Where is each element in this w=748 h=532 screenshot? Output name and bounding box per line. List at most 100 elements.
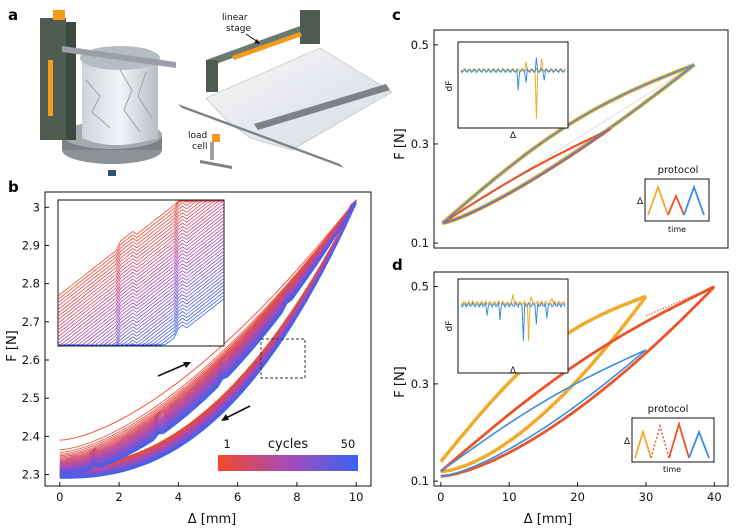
d-protocol-orange	[668, 420, 690, 459]
panel-d: d 0.10.30.5 0 10 20 30 40 F [N] Δ [mm] dF Δ …	[392, 256, 729, 527]
d-protocol-yellow	[634, 428, 652, 459]
loading-curve	[440, 349, 647, 473]
plot-b-frame	[44, 191, 372, 487]
loading-curve	[439, 285, 715, 473]
d-protocol-title: protocol	[648, 404, 689, 415]
xtick-label: 30	[639, 490, 654, 504]
zoom-cycle-curve	[57, 200, 224, 314]
linear-stage-rail	[206, 26, 310, 64]
panel-label-a: a	[8, 6, 18, 24]
zoom-cycle-curve	[57, 200, 224, 307]
colorbar-max: 50	[341, 437, 356, 451]
xtick-label: 20	[570, 490, 585, 504]
d-inset-xlabel: Δ	[510, 366, 517, 376]
xtick-label: 10	[349, 490, 364, 504]
unloading-curve	[440, 285, 716, 478]
plot-d-xlabel: Δ [mm]	[524, 512, 573, 527]
xtick-label: 10	[502, 490, 517, 504]
zoom-cycle-curve	[58, 298, 225, 346]
d-inset-ylabel: dF	[445, 321, 455, 332]
cycle-loading-curve	[59, 199, 357, 453]
zoom-cycle-curve	[57, 200, 224, 310]
xtick-label: 0	[56, 490, 63, 504]
c-protocol-title: protocol	[658, 165, 699, 176]
d-protocol-xlabel: time	[663, 465, 681, 474]
cycle-loading-curve	[59, 199, 357, 451]
zoom-cycle-curve	[57, 206, 225, 338]
zoom-region-box	[260, 338, 306, 379]
ytick-label: 3	[33, 200, 40, 214]
zoom-cycle-curve	[57, 200, 224, 324]
d-protocol-blue	[688, 429, 710, 459]
crumple-lines	[85, 69, 153, 133]
arrow-indicator	[48, 60, 53, 116]
xtick-label: 0	[437, 490, 444, 504]
zoom-cycle-curve	[58, 230, 225, 346]
panel-label-c: c	[392, 6, 401, 24]
dotted-extension	[645, 286, 715, 317]
ytick-label: 0.1	[411, 474, 429, 488]
panel-b: b 2.3 2.4 2.5 2.6 2.7 2.8 2.9 3 0 2 4 6 8 10 F [N] Δ…	[5, 178, 372, 527]
zoom-cycle-curve	[58, 233, 225, 346]
stage-post-left	[206, 60, 218, 92]
c-protocol-ylabel: Δ	[637, 197, 644, 207]
plot-c-ylabel: F [N]	[393, 128, 408, 159]
ytick-label: 0.1	[411, 236, 429, 250]
plot-c-dF-inset	[457, 41, 569, 129]
dF-trace	[460, 301, 566, 341]
ytick-label: 2.4	[22, 429, 40, 443]
unloading-curve	[442, 64, 695, 224]
zoom-cycle-curve	[57, 216, 225, 346]
d-protocol-orange-dashed	[650, 423, 670, 459]
ytick-label: 2.6	[22, 353, 40, 367]
zoom-cycle-curve	[57, 200, 225, 331]
c-protocol-blue	[683, 184, 705, 216]
dF-trace	[460, 57, 566, 91]
c-protocol-yellow	[647, 184, 669, 216]
paper-sheet	[205, 47, 393, 151]
ytick-label: 2.3	[22, 468, 40, 482]
unloading-arrow	[221, 405, 251, 421]
zoom-cycle-curve	[57, 200, 224, 327]
motor	[53, 10, 65, 20]
xtick-label: 6	[234, 490, 241, 504]
xtick-label: 8	[293, 490, 300, 504]
panel-label-b: b	[8, 178, 19, 196]
base-block	[108, 170, 116, 176]
load-cell	[212, 134, 220, 142]
ytick-label: 2.9	[22, 238, 40, 252]
zoom-cycle-curve	[58, 223, 225, 346]
unloading-curve	[440, 349, 647, 478]
ytick-label: 2.5	[22, 391, 40, 405]
plot-b-ylabel: F [N]	[5, 330, 20, 361]
c-inset-ylabel: dF	[445, 81, 455, 92]
plot-d-ylabel: F [N]	[393, 366, 408, 397]
linear-stage-label: linear stage	[222, 13, 251, 34]
xtick-label: 2	[115, 490, 122, 504]
zoom-cycle-curve	[57, 200, 224, 317]
linear-stage-arrowhead	[254, 39, 260, 44]
xtick-label: 40	[707, 490, 722, 504]
colorbar-label: cycles	[268, 437, 309, 452]
plot-d-curves	[439, 285, 716, 478]
ytick-label: 0.3	[411, 377, 429, 391]
stage-post-right	[300, 10, 320, 44]
cycle-loading-curve	[59, 199, 357, 455]
panel-label-d: d	[392, 256, 403, 274]
crumpled-cylinder	[82, 60, 158, 145]
cycle-unloading-curve	[59, 203, 357, 479]
plot-c-frame	[433, 29, 729, 249]
load-cell-post	[210, 142, 214, 160]
load-cell-label: load cell	[188, 131, 210, 152]
zoom-cycle-curve	[57, 203, 225, 334]
plot-d-frame	[433, 271, 729, 487]
c-protocol-xlabel: time	[668, 225, 686, 234]
zoom-cycle-curve	[57, 209, 225, 341]
column-side	[66, 22, 76, 140]
ytick-label: 2.7	[22, 315, 40, 329]
colorbar-min: 1	[223, 437, 230, 451]
plot-b-xlabel: Δ [mm]	[188, 512, 237, 527]
ytick-label: 0.3	[411, 137, 429, 151]
top-arm	[62, 46, 176, 68]
panel-a: a linear stage	[8, 6, 393, 176]
